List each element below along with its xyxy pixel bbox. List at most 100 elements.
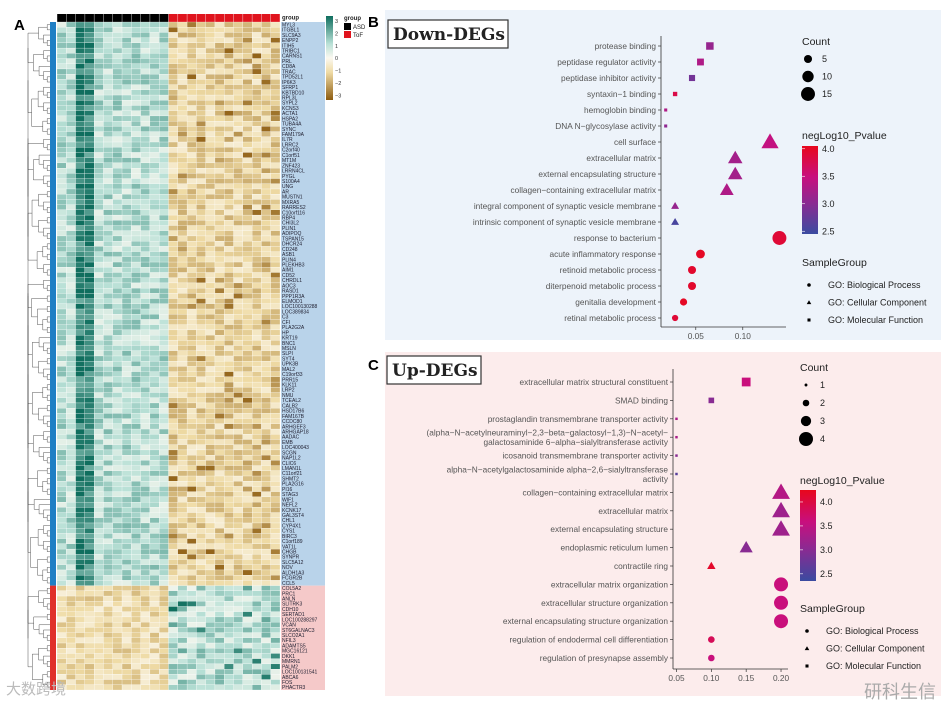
heatmap-cell: [131, 282, 141, 289]
heatmap-cell: [140, 246, 151, 252]
heatmap-cell: [214, 178, 225, 184]
heatmap-cell: [84, 131, 95, 137]
heatmap-cell: [103, 63, 113, 70]
heatmap-cell: [75, 314, 86, 320]
heatmap-cell: [168, 27, 178, 33]
heatmap-cell: [131, 183, 141, 190]
heatmap-cell: [224, 465, 234, 471]
heatmap-cell: [75, 601, 86, 607]
heatmap-cell: [196, 481, 206, 487]
heatmap-cell: [168, 162, 178, 169]
heatmap-cell: [177, 606, 188, 612]
heatmap-cell: [159, 434, 169, 440]
heatmap-cell: [196, 168, 206, 174]
heatmap-cell: [270, 517, 281, 524]
heatmap-cell: [131, 585, 141, 591]
heatmap-cell: [252, 460, 262, 466]
dendrogram-branch: [42, 387, 48, 398]
heatmap-cell: [224, 168, 234, 174]
heatmap-cell: [56, 522, 67, 529]
dendrogram-branch: [46, 327, 50, 333]
heatmap-cell: [149, 679, 160, 685]
heatmap-cell: [84, 679, 95, 685]
heatmap-cell: [75, 402, 86, 409]
heatmap-cell: [159, 267, 169, 273]
heatmap-cell: [103, 27, 113, 33]
heatmap-cell: [94, 658, 104, 665]
heatmap-cell: [140, 89, 151, 96]
heatmap-cell: [242, 470, 253, 477]
dendrogram-branch: [46, 588, 50, 594]
heatmap-cell: [270, 423, 281, 430]
heatmap-cell: [261, 183, 271, 190]
heatmap-cell: [224, 637, 234, 644]
heatmap-cell: [186, 162, 197, 169]
heatmap-cell: [159, 47, 169, 54]
heatmap-cell: [66, 204, 76, 210]
heatmap-cell: [168, 632, 178, 638]
heatmap-cell: [84, 303, 95, 310]
heatmap-cell: [159, 580, 169, 586]
heatmap-cell: [75, 648, 86, 654]
heatmap-cell: [205, 470, 216, 477]
heatmap-cell: [159, 569, 169, 576]
heatmap-cell: [66, 162, 76, 169]
heatmap-cell: [233, 225, 243, 231]
heatmap-cell: [84, 225, 95, 231]
gene-label: MT1M: [282, 158, 296, 164]
heatmap-cell: [186, 105, 197, 111]
heatmap-cell: [242, 361, 253, 367]
heatmap-cell: [140, 543, 151, 550]
heatmap-cell: [177, 491, 188, 498]
dendrogram-branch: [42, 120, 48, 132]
heatmap-cell: [121, 601, 132, 607]
heatmap-cell: [75, 627, 86, 633]
heatmap-cell: [75, 84, 86, 90]
heatmap-cell: [214, 528, 225, 534]
heatmap-cell: [224, 298, 234, 304]
heatmap-cell: [140, 335, 151, 341]
heatmap-cell: [94, 470, 104, 477]
dendrogram-branch: [27, 403, 34, 444]
heatmap-cell: [205, 121, 216, 127]
heatmap-cell: [103, 507, 113, 513]
heatmap-cell: [66, 235, 76, 242]
heatmap-cell: [205, 199, 216, 205]
heatmap-cell: [112, 590, 123, 597]
data-point: [708, 654, 715, 662]
heatmap-cell: [112, 585, 123, 591]
heatmap-cell: [168, 79, 178, 85]
heatmap-cell: [186, 663, 197, 670]
heatmap-cell: [261, 439, 271, 445]
heatmap-cell: [242, 413, 253, 419]
heatmap-cell: [270, 261, 281, 268]
heatmap-cell: [168, 246, 178, 252]
heatmap-cell: [261, 329, 271, 336]
gene-label: MUSTN1: [282, 195, 303, 201]
heatmap-cell: [242, 225, 253, 231]
heatmap-cell: [205, 68, 216, 75]
heatmap-cell: [112, 84, 123, 90]
heatmap-cell: [56, 136, 67, 143]
term-label: acute inflammatory response: [549, 249, 656, 259]
heatmap-cell: [84, 157, 95, 164]
heatmap-cell: [94, 105, 104, 111]
heatmap-cell: [186, 517, 197, 524]
heatmap-cell: [233, 350, 243, 357]
heatmap-cell: [84, 256, 95, 263]
heatmap-cell: [205, 601, 216, 607]
heatmap-cell: [159, 335, 169, 341]
heatmap-cell: [56, 580, 67, 586]
heatmap-cell: [84, 663, 95, 670]
heatmap-cell: [261, 188, 271, 195]
heatmap-cell: [205, 423, 216, 430]
heatmap-cell: [56, 121, 67, 127]
heatmap-cell: [270, 340, 281, 346]
heatmap-cell: [261, 371, 271, 377]
heatmap-cells: [56, 21, 281, 691]
heatmap-cell: [140, 235, 151, 242]
dendrogram-branch: [43, 280, 50, 289]
heatmap-cell: [224, 110, 234, 117]
heatmap-cell: [186, 194, 197, 200]
dendrogram-branch: [46, 55, 50, 62]
